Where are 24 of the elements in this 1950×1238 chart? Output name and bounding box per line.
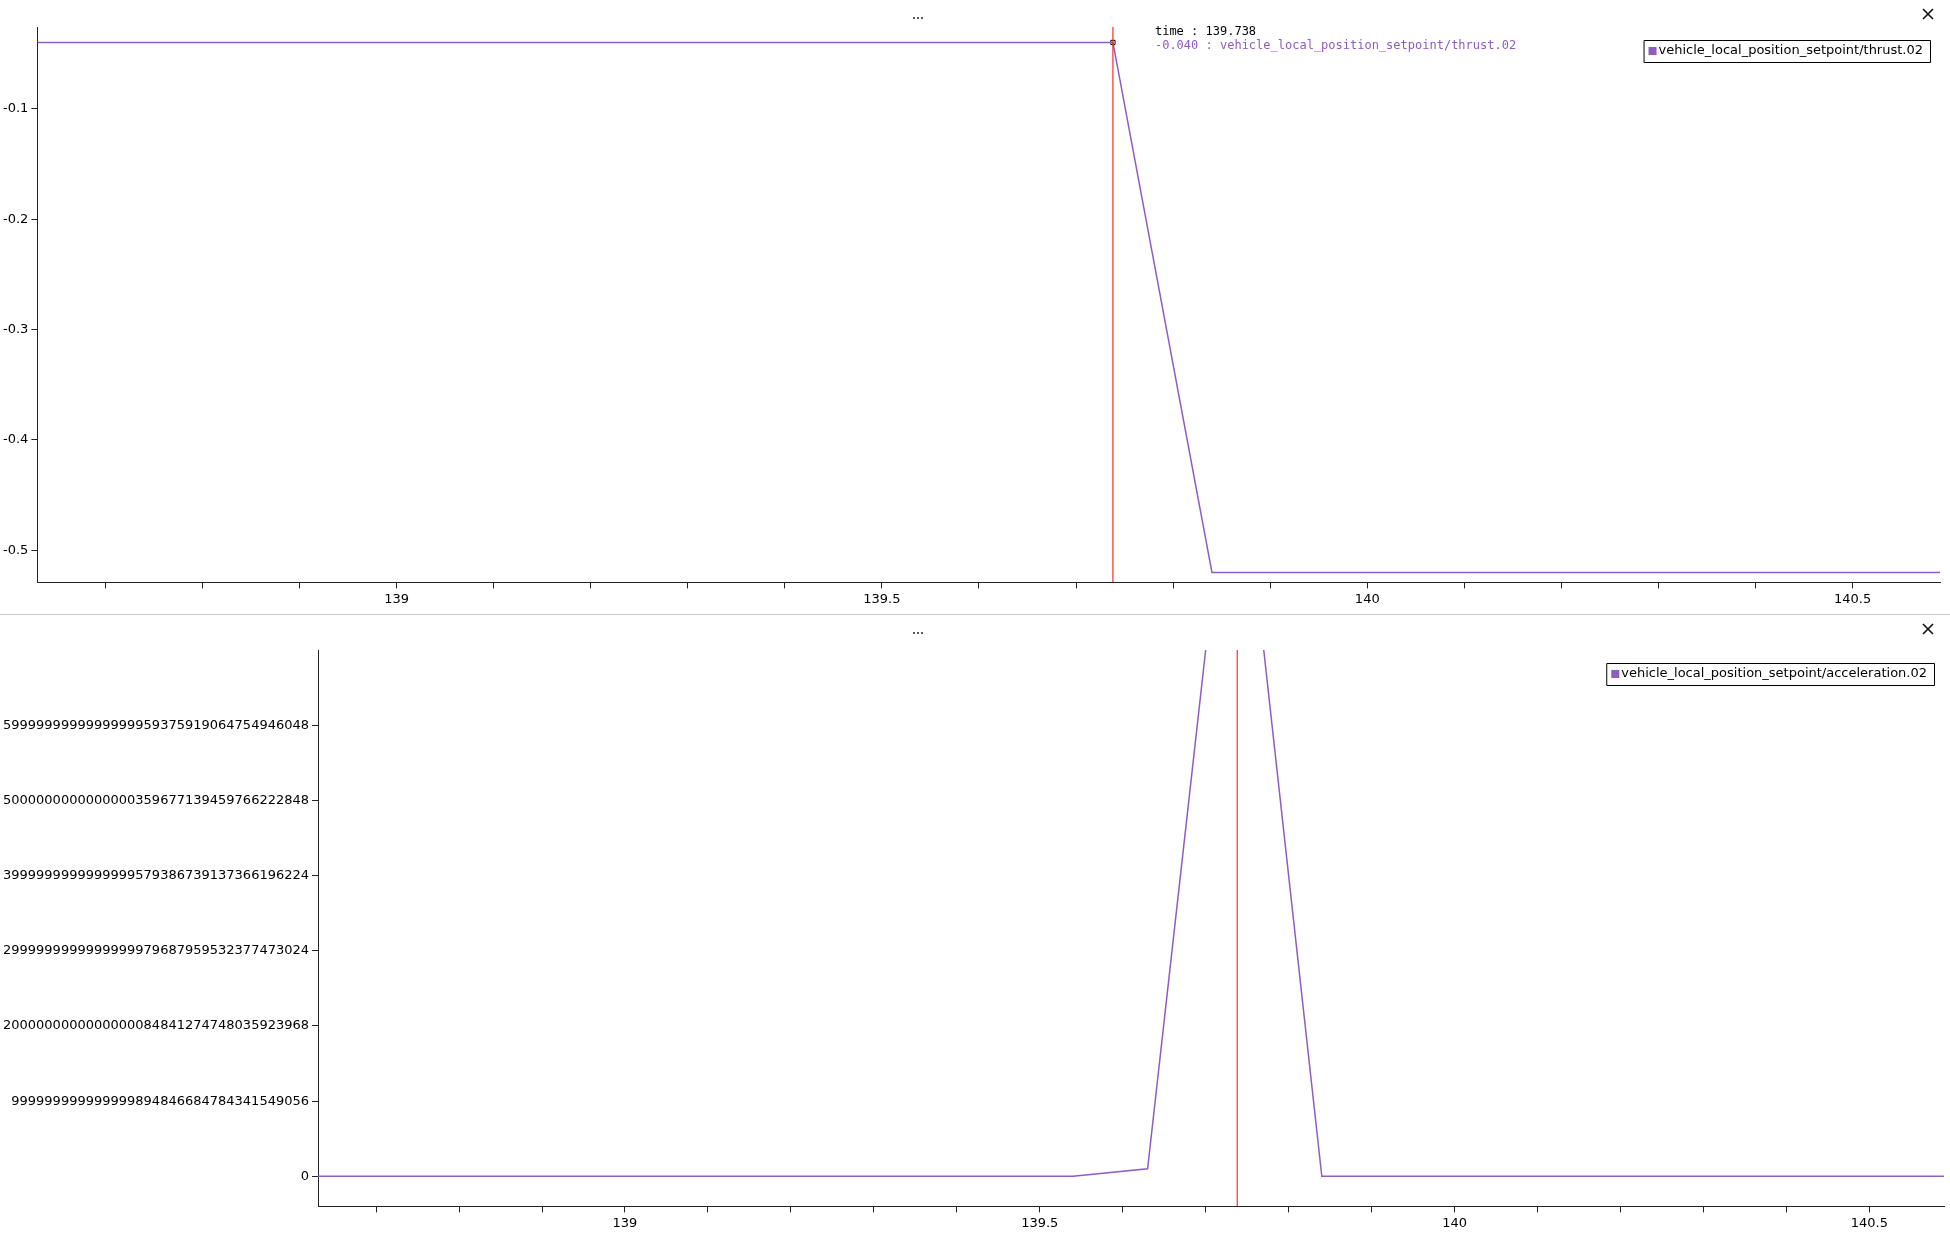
- y-tick-label: -0.1: [2, 100, 29, 116]
- legend-label: vehicle_local_position_setpoint/thrust.02: [1658, 42, 1923, 58]
- y-tick-label: -0.5: [2, 541, 29, 557]
- y-tick-label: 5999999999999999959375919064754946048: [3, 716, 310, 732]
- y-tick-label: 999999999999999894846684784341549056: [11, 1092, 310, 1108]
- legend-label: vehicle_local_position_setpoint/acceleration.02: [1621, 665, 1928, 681]
- y-tick-label: 3999999999999999579386739137366196224: [3, 866, 310, 882]
- x-tick-label: 140: [1354, 590, 1380, 606]
- y-tick-label: -0.3: [2, 320, 29, 336]
- y-tick-label: -0.4: [2, 431, 29, 447]
- y-tick-label: 5000000000000000359677139459766222848: [3, 791, 310, 807]
- x-tick-label: 140.5: [1834, 590, 1872, 606]
- y-tick-label: 2999999999999999979687959532377473024: [3, 942, 310, 958]
- annotation: time : 139.738: [1154, 24, 1257, 38]
- y-tick-label: 0: [300, 1167, 310, 1183]
- x-tick-label: 139.5: [863, 590, 901, 606]
- annotation: -0.040 : vehicle_local_position_setpoint/thrust.02: [1154, 38, 1517, 52]
- y-tick-label: 2000000000000000084841274748035923968: [3, 1017, 310, 1033]
- x-tick-label: 139: [612, 1214, 638, 1230]
- x-tick-label: 140: [1442, 1214, 1467, 1230]
- y-tick-label: -0.2: [2, 210, 29, 226]
- x-tick-label: 139: [384, 590, 409, 606]
- x-tick-label: 139.5: [1021, 1214, 1059, 1230]
- x-tick-label: 140.5: [1850, 1214, 1888, 1230]
